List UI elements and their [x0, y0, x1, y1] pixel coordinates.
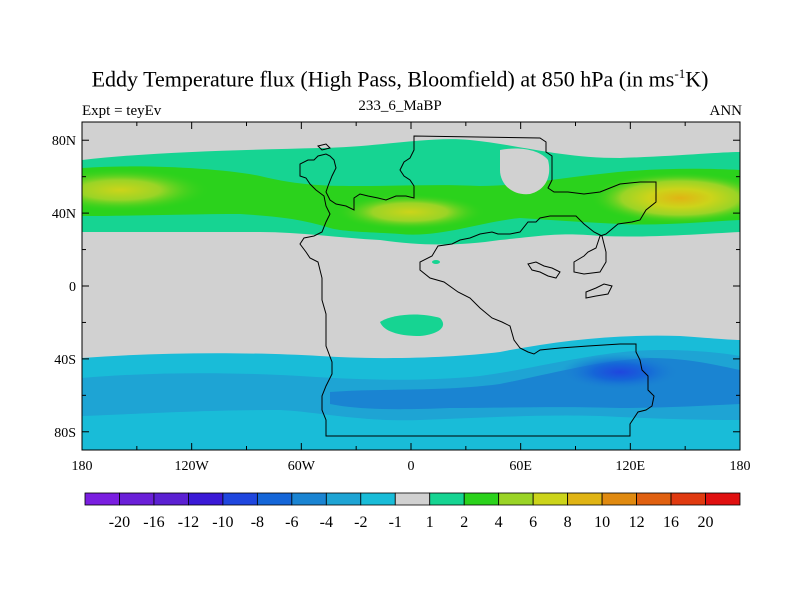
colorbar-label: 6 [529, 514, 537, 531]
coastline-pangaea [299, 135, 657, 437]
colorbar-label: 4 [495, 514, 503, 531]
lon-tick-label: 180 [730, 459, 751, 474]
colorbar-label: -2 [354, 514, 367, 531]
lat-tick-label: 80S [54, 426, 76, 441]
contour-field [82, 122, 740, 450]
colorbar-label: 16 [663, 514, 679, 531]
colorbar-swatch [222, 492, 258, 506]
colorbar-swatch [256, 492, 293, 506]
colorbar-label: -10 [212, 514, 233, 531]
lat-tick-label: 0 [69, 280, 76, 295]
colorbar-swatch [636, 492, 672, 506]
colorbar-swatch [84, 492, 120, 506]
colorbar-label: -20 [109, 514, 130, 531]
colorbar-label: 1 [426, 514, 434, 531]
coastline-island-1 [527, 261, 561, 279]
colorbar-swatch [601, 492, 637, 506]
colorbar-label: 2 [460, 514, 468, 531]
colorbar-label: -12 [178, 514, 199, 531]
colorbar-label: -1 [389, 514, 402, 531]
colorbar-swatch [567, 492, 603, 506]
coastline-island-2 [585, 283, 613, 299]
colorbar-swatch [705, 492, 741, 506]
lat-tick-label: 40N [52, 207, 76, 222]
lon-tick-label: 120E [616, 459, 646, 474]
axes: 80N 40N 0 40S 80S 180 120W 60W 0 60E 120E 180 [52, 122, 751, 474]
colorbar-label: 12 [629, 514, 645, 531]
colorbar-swatch [360, 492, 396, 506]
colorbar-label: -6 [285, 514, 298, 531]
colorbar-swatch [498, 492, 534, 506]
colorbar-label: 10 [594, 514, 610, 531]
tropical-patch [380, 314, 444, 336]
coastlines [299, 135, 657, 437]
experiment-label: Expt = teyEv [82, 103, 162, 119]
lon-tick-label: 0 [408, 459, 415, 474]
colorbar: -20 -16 -12 -10 -8 -6 -4 -2 -1 1 2 4 6 8 10 12 16 20 [84, 492, 741, 531]
nh-west-max [82, 168, 210, 212]
colorbar-label: -16 [143, 514, 164, 531]
colorbar-swatch [291, 492, 327, 506]
nh-atlantic-max [335, 194, 485, 230]
colorbar-label: 8 [564, 514, 572, 531]
colorbar-swatch [119, 492, 155, 506]
colorbar-swatch [153, 492, 189, 506]
colorbar-swatch [670, 492, 706, 506]
nh-grey-patch [500, 148, 550, 195]
figure-title: Eddy Temperature flux (High Pass, Bloomf… [91, 66, 709, 92]
colorbar-swatch [429, 492, 465, 506]
lon-tick-label: 120W [175, 459, 210, 474]
colorbar-label: -8 [251, 514, 264, 531]
lat-tick-label: 40S [54, 353, 76, 368]
lon-tick-label: 60E [509, 459, 532, 474]
colorbar-label: 20 [698, 514, 714, 531]
colorbar-swatch [394, 492, 431, 506]
colorbar-label: -4 [320, 514, 333, 531]
colorbar-swatch [532, 492, 569, 506]
small-patch [432, 260, 440, 264]
period-label: 233_6_MaBP [358, 98, 442, 114]
coastline-island-3 [317, 143, 331, 151]
lon-tick-label: 60W [288, 459, 316, 474]
lat-tick-label: 80N [52, 134, 76, 149]
nh-east-max [590, 172, 740, 224]
lon-tick-label: 180 [72, 459, 93, 474]
colorbar-swatch [325, 492, 362, 506]
season-label: ANN [709, 103, 743, 119]
colorbar-swatch [188, 492, 224, 506]
colorbar-swatch [463, 492, 500, 506]
sh-peak [560, 354, 680, 390]
